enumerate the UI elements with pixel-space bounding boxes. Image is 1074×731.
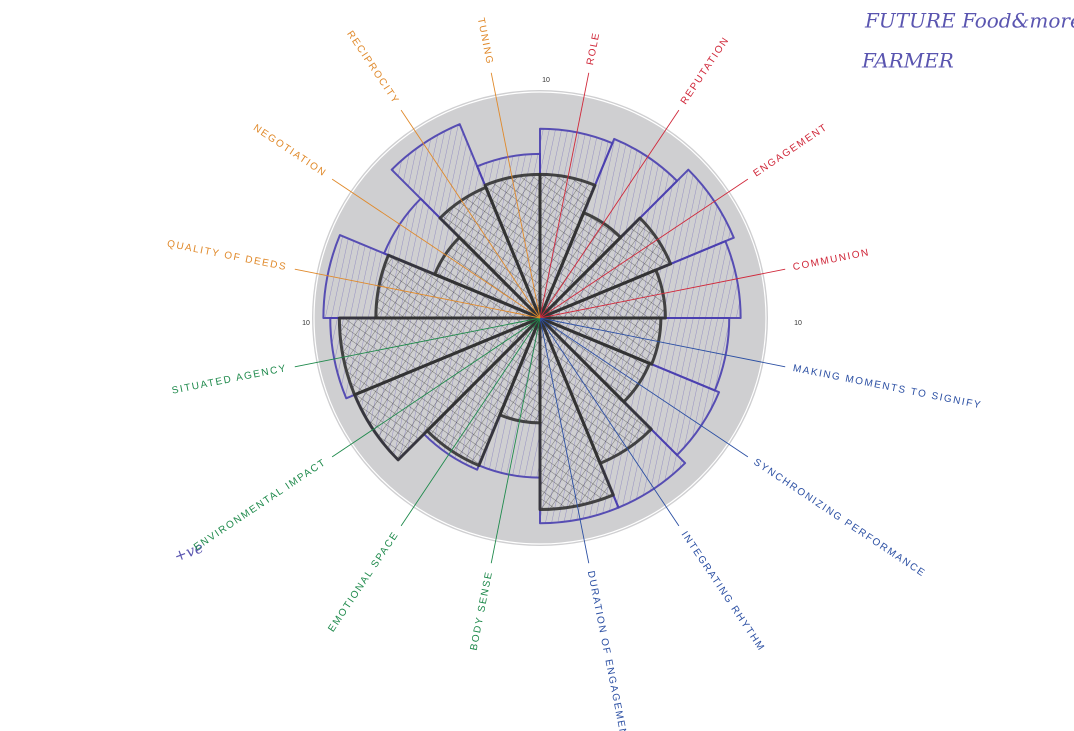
axis-label: TUNING xyxy=(475,17,495,66)
axis-label: BODY SENSE xyxy=(469,570,496,651)
axis-label: MAKING MOMENTS TO SIGNIFY xyxy=(792,363,983,411)
tick-label: 10 xyxy=(794,320,802,327)
axis-label: NEGOTIATION xyxy=(251,123,328,180)
axis-label: ENVIRONMENTAL IMPACT xyxy=(192,457,329,553)
spoke xyxy=(539,109,680,319)
axis-label: REPUTATION xyxy=(679,35,732,107)
spoke xyxy=(331,317,541,458)
spoke xyxy=(490,317,541,564)
axis-label: EMOTIONAL SPACE xyxy=(326,530,401,635)
spoke xyxy=(539,317,749,458)
axis-label: QUALITY OF DEEDS xyxy=(166,239,288,274)
spoke xyxy=(400,317,541,527)
axis-label: INTEGRATING RHYTHM xyxy=(679,530,767,654)
spoke xyxy=(400,109,541,319)
annotation: FUTURE Food&more xyxy=(864,9,1074,33)
spoke xyxy=(539,268,786,319)
tick-label: 10 xyxy=(542,77,550,84)
axis-label: ENGAGEMENT xyxy=(752,122,831,180)
axis-label: SITUATED AGENCY xyxy=(171,363,288,397)
spoke xyxy=(490,72,541,319)
spoke xyxy=(539,72,590,319)
axis-label: ROLE xyxy=(585,31,602,66)
axis-label: COMMUNION xyxy=(792,247,871,273)
spoke xyxy=(294,268,541,319)
tick-label: 10 xyxy=(302,320,310,327)
spoke xyxy=(294,317,541,368)
spoke xyxy=(539,317,680,527)
axis-label: SYNCHRONIZING PERFORMANCE xyxy=(751,457,927,580)
spoke xyxy=(539,178,749,319)
annotation: FARMER xyxy=(861,49,954,73)
axis-label: DURATION OF ENGAGEMENT xyxy=(585,570,630,731)
axis-label: RECIPROCITY xyxy=(344,29,401,107)
spoke xyxy=(539,317,786,368)
spoke xyxy=(539,317,590,564)
grid-ring xyxy=(313,91,767,545)
spoke xyxy=(331,178,541,319)
